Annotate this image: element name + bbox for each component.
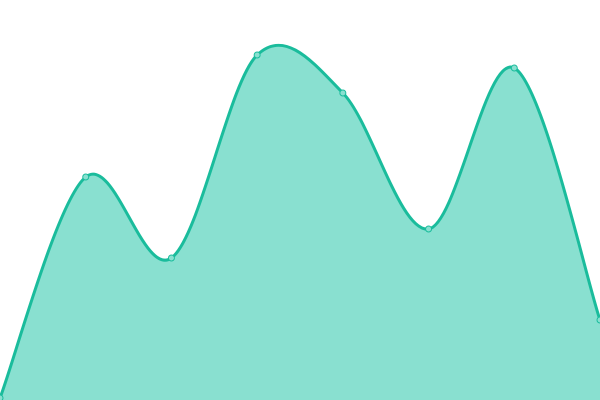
- area-fill: [0, 45, 600, 400]
- data-point: [339, 89, 347, 97]
- data-point: [253, 51, 261, 59]
- data-points: [0, 51, 600, 400]
- data-point: [167, 254, 175, 262]
- data-point: [596, 316, 600, 324]
- data-point: [82, 173, 90, 181]
- data-point: [425, 225, 433, 233]
- data-point: [0, 394, 4, 400]
- data-point: [510, 64, 518, 72]
